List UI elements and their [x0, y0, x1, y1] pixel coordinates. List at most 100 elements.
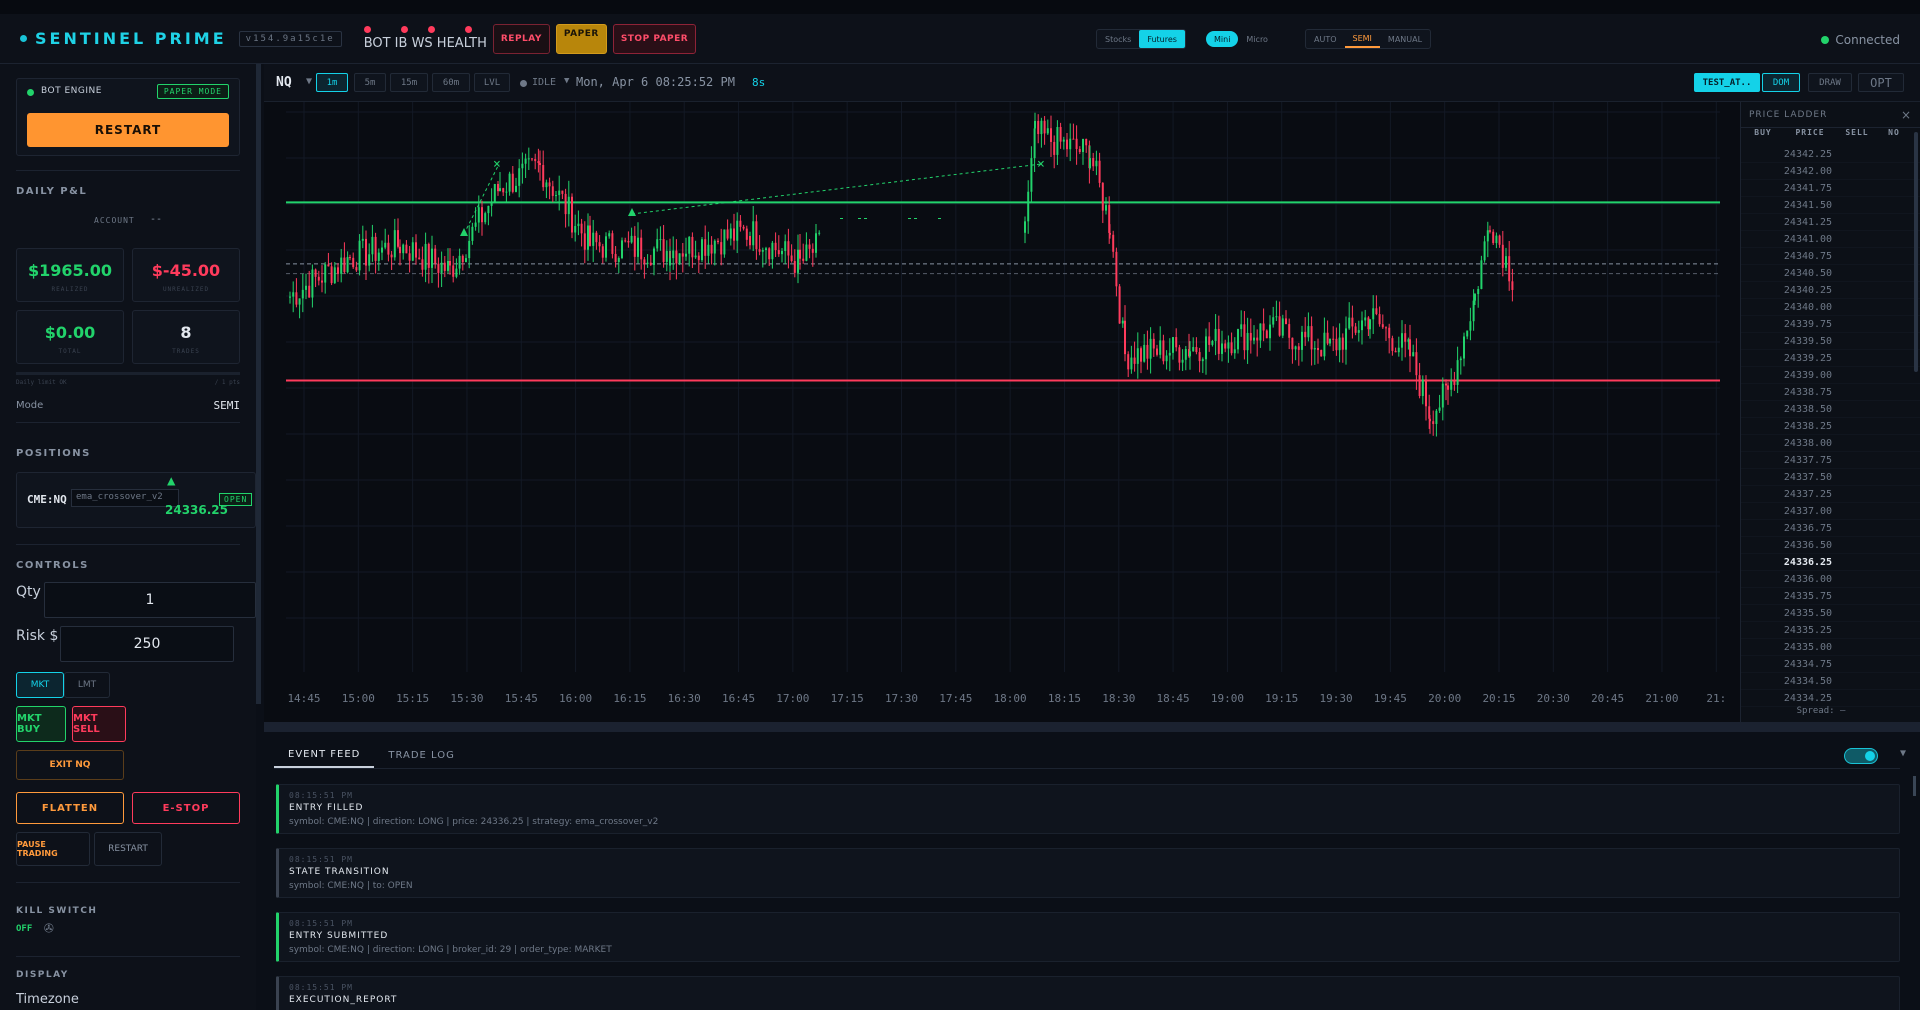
- replay-button[interactable]: REPLAY: [492, 23, 550, 54]
- event-item[interactable]: 08:15:51 PM EXECUTION_REPORT: [276, 976, 1900, 1010]
- ladder-row[interactable]: 24341.00: [1741, 231, 1920, 248]
- x-tick-label: 17:45: [939, 692, 972, 705]
- asset-futures-button[interactable]: Futures: [1139, 30, 1185, 48]
- event-type: STATE TRANSITION: [289, 867, 390, 877]
- event-item[interactable]: 08:15:51 PM ENTRY FILLED symbol: CME:NQ …: [276, 784, 1900, 834]
- ladder-row[interactable]: 24341.25: [1741, 214, 1920, 231]
- dom-button[interactable]: DOM: [1762, 73, 1800, 92]
- kill-switch-toggle-icon[interactable]: ✇: [44, 918, 54, 937]
- ladder-row[interactable]: 24335.75: [1741, 588, 1920, 605]
- candle-body: [545, 182, 548, 188]
- ladder-row[interactable]: 24338.75: [1741, 384, 1920, 401]
- stop-paper-button[interactable]: STOP PAPER: [612, 23, 697, 54]
- mode-manual-button[interactable]: MANUAL: [1387, 34, 1423, 44]
- ladder-row[interactable]: 24340.00: [1741, 299, 1920, 316]
- order-type-lmt-button[interactable]: LMT: [64, 672, 110, 698]
- timeframe-15m-button[interactable]: 15m: [390, 73, 428, 92]
- ladder-row[interactable]: 24334.75: [1741, 656, 1920, 673]
- feed-autoscroll-toggle[interactable]: [1844, 748, 1878, 764]
- paper-button[interactable]: PAPER: [555, 23, 607, 54]
- tab-trade-log[interactable]: TRADE LOG: [388, 749, 455, 761]
- ladder-row[interactable]: 24336.25: [1741, 554, 1920, 571]
- ladder-row[interactable]: 24338.00: [1741, 435, 1920, 452]
- symbol-selector[interactable]: NQ: [276, 75, 292, 90]
- order-type-mkt-button[interactable]: MKT: [16, 672, 64, 698]
- ladder-row[interactable]: 24337.50: [1741, 469, 1920, 486]
- event-item[interactable]: 08:15:51 PM ENTRY SUBMITTED symbol: CME:…: [276, 912, 1900, 962]
- mode-auto-button[interactable]: AUTO: [1314, 34, 1337, 44]
- timeframe-5m-button[interactable]: 5m: [354, 73, 386, 92]
- ladder-row[interactable]: 24341.75: [1741, 180, 1920, 197]
- risk-input[interactable]: 250: [60, 626, 234, 662]
- market-buy-button[interactable]: MKT BUY: [16, 706, 66, 742]
- contract-mini-button[interactable]: Mini: [1206, 31, 1239, 47]
- ladder-row[interactable]: 24342.25: [1741, 146, 1920, 163]
- candle-body: [755, 221, 758, 250]
- ladder-row[interactable]: 24337.25: [1741, 486, 1920, 503]
- candle-body: [1429, 418, 1431, 422]
- ladder-row[interactable]: 24337.75: [1741, 452, 1920, 469]
- position-status-badge: OPEN: [219, 493, 253, 506]
- ladder-row[interactable]: 24336.00: [1741, 571, 1920, 588]
- mode-semi-button[interactable]: SEMI: [1344, 30, 1380, 48]
- event-item[interactable]: 08:15:51 PM STATE TRANSITION symbol: CME…: [276, 848, 1900, 898]
- ladder-row[interactable]: 24335.50: [1741, 605, 1920, 622]
- ladder-row[interactable]: 24338.50: [1741, 401, 1920, 418]
- flatten-button[interactable]: FLATTEN: [16, 792, 124, 824]
- panel-splitter[interactable]: [264, 722, 1920, 732]
- date-dropdown-icon[interactable]: ▼: [564, 76, 570, 86]
- feed-collapse-icon[interactable]: ▼: [1899, 748, 1906, 759]
- position-card[interactable]: CME:NQ ema_crossover_v2 ▲ 24336.25 OPEN: [16, 472, 256, 528]
- ladder-row[interactable]: 24336.75: [1741, 520, 1920, 537]
- contract-micro-button[interactable]: Micro: [1246, 34, 1268, 44]
- ladder-row[interactable]: 24342.00: [1741, 163, 1920, 180]
- ladder-row[interactable]: 24340.50: [1741, 265, 1920, 282]
- ladder-row[interactable]: 24339.25: [1741, 350, 1920, 367]
- timeframe-60m-button[interactable]: 60m: [432, 73, 470, 92]
- ladder-row[interactable]: 24341.50: [1741, 197, 1920, 214]
- asset-stocks-button[interactable]: Stocks: [1105, 34, 1132, 44]
- paper-mode-badge: PAPER MODE: [156, 84, 229, 99]
- restart-bot-button[interactable]: RESTART: [27, 113, 229, 147]
- qty-input[interactable]: 1: [44, 582, 256, 618]
- strategy-button[interactable]: TEST_AT..: [1694, 73, 1760, 92]
- ladder-row[interactable]: 24336.50: [1741, 537, 1920, 554]
- ladder-row[interactable]: 24335.00: [1741, 639, 1920, 656]
- candle-body: [343, 257, 346, 273]
- candle-body: [397, 230, 399, 247]
- exit-nq-button[interactable]: EXIT NQ: [16, 750, 124, 780]
- feed-scrollbar[interactable]: [1913, 776, 1916, 796]
- event-time: 08:15:51 PM: [289, 791, 353, 800]
- sidebar-scrollbar[interactable]: [256, 64, 261, 704]
- draw-button[interactable]: DRAW: [1808, 73, 1852, 92]
- price-chart[interactable]: 14:45 15:00 15:15 15:30 15:45 16:00 16:15 16:30…: [264, 102, 1740, 722]
- ladder-row[interactable]: 24340.75: [1741, 248, 1920, 265]
- ladder-row[interactable]: 24339.00: [1741, 367, 1920, 384]
- candle-body: [1348, 317, 1351, 329]
- tab-event-feed[interactable]: EVENT FEED: [274, 742, 375, 768]
- candle-body: [662, 239, 665, 262]
- ladder-row[interactable]: 24337.00: [1741, 503, 1920, 520]
- ladder-scrollbar[interactable]: [1914, 132, 1918, 372]
- ladder-row[interactable]: 24339.50: [1741, 333, 1920, 350]
- position-symbol: CME:NQ: [27, 493, 67, 506]
- emergency-stop-button[interactable]: E-STOP: [132, 792, 240, 824]
- levels-button[interactable]: LVL: [474, 73, 510, 92]
- ladder-row[interactable]: 24339.75: [1741, 316, 1920, 333]
- candle-body: [811, 248, 814, 253]
- opt-button[interactable]: OPT: [1858, 73, 1904, 92]
- ladder-row[interactable]: 24334.25: [1741, 690, 1920, 707]
- timeframe-1m-button[interactable]: 1m: [316, 73, 348, 92]
- ladder-row[interactable]: 24338.25: [1741, 418, 1920, 435]
- ladder-row[interactable]: 24340.25: [1741, 282, 1920, 299]
- pause-trading-button[interactable]: PAUSE TRADING: [16, 832, 90, 866]
- symbol-dropdown-icon[interactable]: ▼: [306, 76, 313, 87]
- ladder-row[interactable]: 24335.25: [1741, 622, 1920, 639]
- candle-body: [1459, 358, 1462, 361]
- market-sell-button[interactable]: MKT SELL: [72, 706, 126, 742]
- top-strip: [0, 0, 1920, 14]
- candle-body: [659, 239, 662, 241]
- ladder-row[interactable]: 24334.50: [1741, 673, 1920, 690]
- ladder-close-icon[interactable]: ×: [1900, 107, 1912, 122]
- restart-button[interactable]: RESTART: [94, 832, 162, 866]
